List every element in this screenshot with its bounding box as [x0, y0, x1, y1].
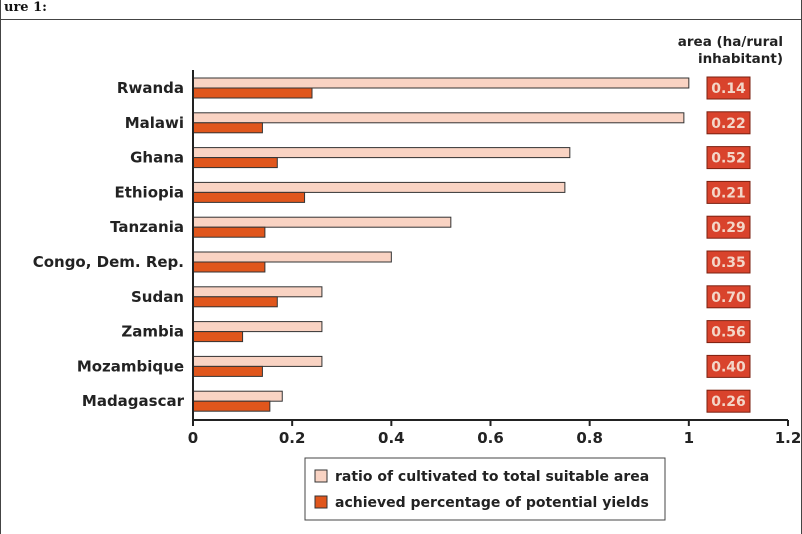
area-value-badge — [706, 146, 751, 170]
x-axis: 0 0.2 0.4 0.6 0.8 1 1.2 — [188, 70, 802, 447]
area-value-badge — [706, 250, 751, 274]
area-title-line1: area (ha/rural — [678, 34, 783, 50]
bar-ratio-cultivated — [192, 112, 685, 124]
x-tick-label: 0 — [188, 429, 198, 447]
area-value-badge — [706, 76, 751, 100]
x-tick-label: 0.4 — [378, 429, 405, 447]
bar-achieved-yield — [192, 365, 263, 377]
frame-left-border — [0, 0, 1, 534]
legend-box — [304, 457, 666, 521]
category-label: Tanzania — [110, 218, 184, 236]
legend-swatch — [314, 469, 328, 483]
legend-entry: achieved percentage of potential yields — [335, 495, 649, 511]
area-annotation: 0.14 0.22 0.52 0.21 0.29 0.35 0.70 0.56 0.40 0.26… — [678, 34, 783, 413]
category-label: Ethiopia — [114, 183, 184, 201]
bar-achieved-yield — [192, 87, 313, 99]
bar-ratio-cultivated — [192, 321, 323, 333]
category-label: Rwanda — [117, 79, 184, 97]
bar-ratio-cultivated — [192, 147, 571, 159]
x-tick-label: 0.2 — [279, 429, 306, 447]
x-tick-label: 1.2 — [775, 429, 802, 447]
bar-achieved-yield — [192, 122, 263, 134]
area-value: 0.21 — [711, 185, 746, 201]
legend-entry: ratio of cultivated to total suitable ar… — [335, 469, 649, 485]
area-value-badge — [706, 320, 751, 344]
category-labels: Rwanda Malawi Ghana Ethiopia Tanzania Congo, … — [33, 79, 185, 410]
category-label: Malawi — [125, 114, 184, 132]
area-value: 0.52 — [711, 151, 746, 167]
bar-achieved-yield — [192, 400, 271, 412]
bar-achieved-yield — [192, 191, 306, 203]
bar-ratio-cultivated — [192, 77, 690, 89]
figure-caption-fragment: ure 1: — [4, 0, 47, 15]
area-title-line2: inhabitant) — [698, 51, 783, 67]
bar-achieved-yield — [192, 296, 278, 308]
area-value-badge — [706, 354, 751, 378]
bar-achieved-yield — [192, 331, 244, 343]
category-label: Madagascar — [82, 392, 185, 410]
bar-achieved-yield — [192, 261, 266, 273]
area-value: 0.70 — [711, 290, 746, 306]
bar-ratio-cultivated — [192, 216, 452, 228]
bar-ratio-cultivated — [192, 251, 392, 263]
category-label: Mozambique — [77, 357, 184, 375]
legend: ratio of cultivated to total suitable ar… — [304, 457, 666, 521]
area-value-badge — [706, 285, 751, 309]
bars-layer — [192, 77, 690, 412]
x-tick-label: 1 — [684, 429, 694, 447]
area-value-badge — [706, 215, 751, 239]
area-value-badge — [706, 180, 751, 204]
bar-ratio-cultivated — [192, 355, 323, 367]
area-value: 0.40 — [711, 359, 746, 375]
category-label: Zambia — [121, 323, 184, 341]
area-value: 0.29 — [711, 220, 746, 236]
bar-ratio-cultivated — [192, 181, 566, 193]
bar-achieved-yield — [192, 226, 266, 238]
area-value-badge — [706, 111, 751, 135]
area-value-badge — [706, 389, 751, 413]
area-value: 0.35 — [711, 255, 746, 271]
x-tick-label: 0.8 — [576, 429, 603, 447]
bar-ratio-cultivated — [192, 390, 283, 402]
header-strip: ure 1: — [0, 0, 802, 20]
category-label: Ghana — [130, 149, 184, 167]
area-value: 0.56 — [711, 325, 746, 341]
area-value: 0.26 — [711, 394, 746, 410]
category-label: Congo, Dem. Rep. — [33, 253, 184, 271]
category-label: Sudan — [131, 288, 184, 306]
bar-ratio-cultivated — [192, 286, 323, 298]
bar-achieved-yield — [192, 157, 278, 169]
x-tick-label: 0.6 — [477, 429, 504, 447]
area-value: 0.14 — [711, 81, 746, 97]
area-value: 0.22 — [711, 116, 746, 132]
legend-swatch — [314, 495, 328, 509]
